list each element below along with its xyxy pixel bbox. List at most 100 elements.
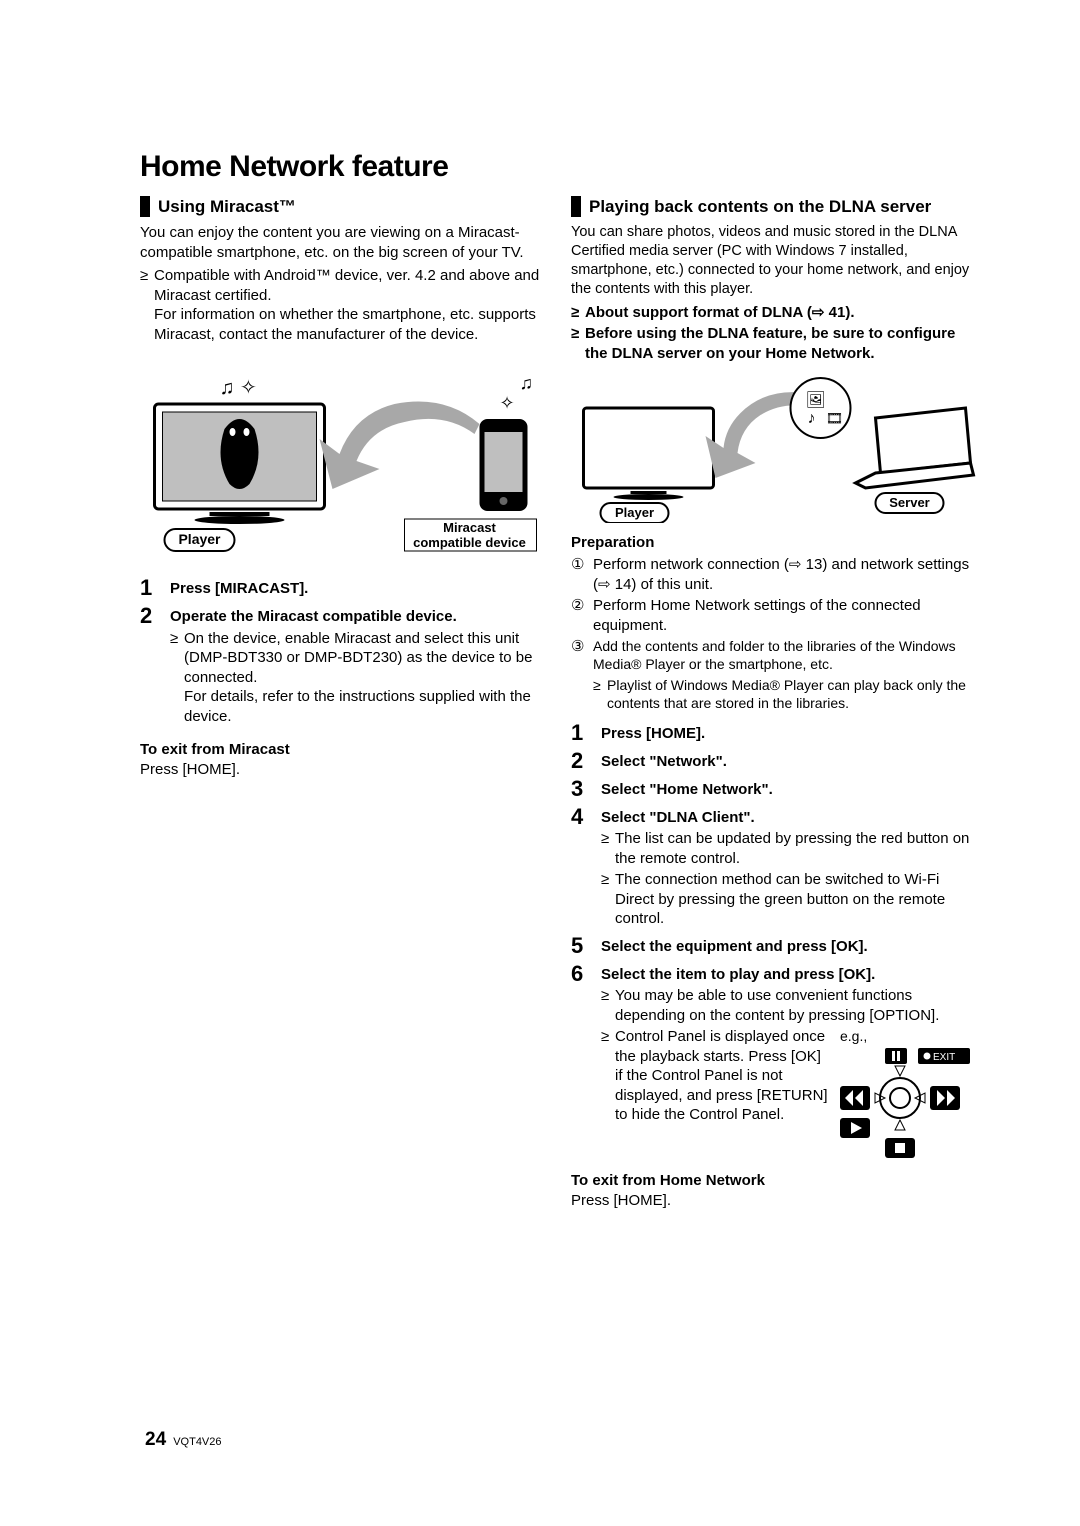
bullet-icon: ≥ <box>601 829 615 868</box>
exit-body: Press [HOME]. <box>140 760 549 780</box>
prep-item-1: ① Perform network connection (⇨ 13) and … <box>571 555 980 594</box>
step-number: 4 <box>571 806 601 929</box>
svg-text:compatible device: compatible device <box>413 535 526 550</box>
svg-text:♫: ♫ <box>520 373 534 393</box>
dlna-step-6: 6 Select the item to play and press [OK]… <box>571 963 980 1163</box>
step-number: 2 <box>571 750 601 772</box>
bullet-icon: ≥ <box>593 676 607 712</box>
svg-text:♪: ♪ <box>808 410 816 427</box>
sub-text: On the device, enable Miracast and selec… <box>184 630 532 686</box>
step-lead: Select the item to play and press [OK]. <box>601 966 875 983</box>
step-sub-1: ≥ The list can be updated by pressing th… <box>601 829 980 868</box>
svg-text:🎞: 🎞 <box>826 410 844 426</box>
page-title: Home Network feature <box>140 150 980 184</box>
preparation-heading: Preparation <box>571 534 980 551</box>
exit-lead: To exit from Miracast <box>140 740 549 760</box>
bullet-icon: ≥ <box>140 266 154 344</box>
dlna-info1: ≥ About support format of DLNA (⇨ 41). <box>571 303 980 323</box>
svg-text:Player: Player <box>615 505 654 520</box>
sub-text: The list can be updated by pressing the … <box>615 829 980 868</box>
step-number: 3 <box>571 778 601 800</box>
exit-lead: To exit from Home Network <box>571 1171 980 1191</box>
bullet-icon: ≥ <box>601 1027 615 1163</box>
heading-bar <box>140 196 150 217</box>
step-number: 1 <box>571 722 601 744</box>
svg-text:Miracast: Miracast <box>443 520 496 535</box>
bullet-icon: ≥ <box>601 986 615 1025</box>
compat-sub: For information on whether the smartphon… <box>154 305 549 344</box>
manual-page: Home Network feature Using Miracast™ You… <box>0 0 1080 1526</box>
step-lead: Select the equipment and press [OK]. <box>601 938 868 955</box>
step-lead: Press [MIRACAST]. <box>170 580 308 597</box>
dlna-step-1: 1 Press [HOME]. <box>571 722 980 744</box>
circled-num-icon: ③ <box>571 637 593 712</box>
info-text: About support format of DLNA (⇨ 41). <box>585 303 980 323</box>
sub-text: You may be able to use convenient functi… <box>615 986 980 1025</box>
sub-text: Playlist of Windows Media® Player can pl… <box>607 676 980 712</box>
prep-text: Perform network connection (⇨ 13) and ne… <box>593 555 980 594</box>
svg-text:✧: ✧ <box>500 393 515 413</box>
control-panel-figure: e.g., EXIT <box>840 1027 980 1163</box>
exit-body: Press [HOME]. <box>571 1191 980 1211</box>
page-footer: 24 VQT4V26 <box>145 1429 222 1451</box>
prep-text: Add the contents and folder to the libra… <box>593 638 956 672</box>
heading-text: Using Miracast™ <box>158 196 296 217</box>
step-number: 6 <box>571 963 601 1163</box>
step-sub-bullet: ≥ On the device, enable Miracast and sel… <box>170 629 549 727</box>
step-lead: Select "Network". <box>601 753 727 770</box>
heading-text: Playing back contents on the DLNA server <box>589 196 931 217</box>
page-number: 24 <box>145 1429 166 1450</box>
dlna-step-3: 3 Select "Home Network". <box>571 778 980 800</box>
heading-bar <box>571 196 581 217</box>
dlna-intro: You can share photos, videos and music s… <box>571 223 980 298</box>
bullet-icon: ≥ <box>170 629 184 727</box>
eg-label: e.g., <box>840 1027 980 1045</box>
sub-text: The connection method can be switched to… <box>615 870 980 929</box>
exit-home-network: To exit from Home Network Press [HOME]. <box>571 1171 980 1210</box>
left-column: Using Miracast™ You can enjoy the conten… <box>140 196 549 1210</box>
compat-text: Compatible with Android™ device, ver. 4.… <box>154 267 539 304</box>
exit-miracast: To exit from Miracast Press [HOME]. <box>140 740 549 779</box>
step-lead: Select "Home Network". <box>601 781 773 798</box>
right-column: Playing back contents on the DLNA server… <box>571 196 980 1210</box>
cp-text: Control Panel is displayed once the play… <box>615 1027 830 1163</box>
control-panel-row: Control Panel is displayed once the play… <box>615 1027 980 1163</box>
dlna-steps: 1 Press [HOME]. 2 Select "Network". 3 Se… <box>571 722 980 1163</box>
info-text: Before using the DLNA feature, be sure t… <box>585 324 980 363</box>
bullet-icon: ≥ <box>601 870 615 929</box>
step-sub-cp: ≥ Control Panel is displayed once the pl… <box>601 1027 980 1163</box>
step-number: 5 <box>571 935 601 957</box>
dlna-step-2: 2 Select "Network". <box>571 750 980 772</box>
compat-bullet: ≥ Compatible with Android™ device, ver. … <box>140 266 549 344</box>
prep-sub: ≥ Playlist of Windows Media® Player can … <box>593 676 980 712</box>
step-lead: Press [HOME]. <box>601 725 705 742</box>
step-1: 1 Press [MIRACAST]. <box>140 577 549 599</box>
dlna-info2: ≥ Before using the DLNA feature, be sure… <box>571 324 980 363</box>
prep-item-3: ③ Add the contents and folder to the lib… <box>571 637 980 712</box>
section-heading-miracast: Using Miracast™ <box>140 196 549 217</box>
step-lead: Select "DLNA Client". <box>601 809 755 826</box>
circled-num-icon: ① <box>571 555 593 594</box>
step-sub-1: ≥ You may be able to use convenient func… <box>601 986 980 1025</box>
circled-num-icon: ② <box>571 596 593 635</box>
bullet-icon: ≥ <box>571 303 585 323</box>
sub-extra: For details, refer to the instructions s… <box>184 687 549 726</box>
miracast-intro: You can enjoy the content you are viewin… <box>140 223 549 262</box>
step-number: 2 <box>140 605 170 726</box>
svg-text:🖼: 🖼 <box>806 391 826 409</box>
prep-list: ① Perform network connection (⇨ 13) and … <box>571 555 980 712</box>
prep-text: Perform Home Network settings of the con… <box>593 596 980 635</box>
dlna-step-5: 5 Select the equipment and press [OK]. <box>571 935 980 957</box>
svg-text:Server: Server <box>889 495 929 510</box>
two-column-layout: Using Miracast™ You can enjoy the conten… <box>140 196 980 1210</box>
bullet-icon: ≥ <box>571 324 585 363</box>
section-heading-dlna: Playing back contents on the DLNA server <box>571 196 980 217</box>
step-2: 2 Operate the Miracast compatible device… <box>140 605 549 726</box>
step-lead: Operate the Miracast compatible device. <box>170 608 457 625</box>
step-number: 1 <box>140 577 170 599</box>
miracast-steps: 1 Press [MIRACAST]. 2 Operate the Miraca… <box>140 577 549 726</box>
svg-text:♫ ✧: ♫ ✧ <box>220 377 257 399</box>
prep-item-2: ② Perform Home Network settings of the c… <box>571 596 980 635</box>
control-panel-icon: EXIT <box>840 1048 980 1158</box>
dlna-diagram: 🖼 ♪ 🎞 Player Server <box>571 373 980 523</box>
